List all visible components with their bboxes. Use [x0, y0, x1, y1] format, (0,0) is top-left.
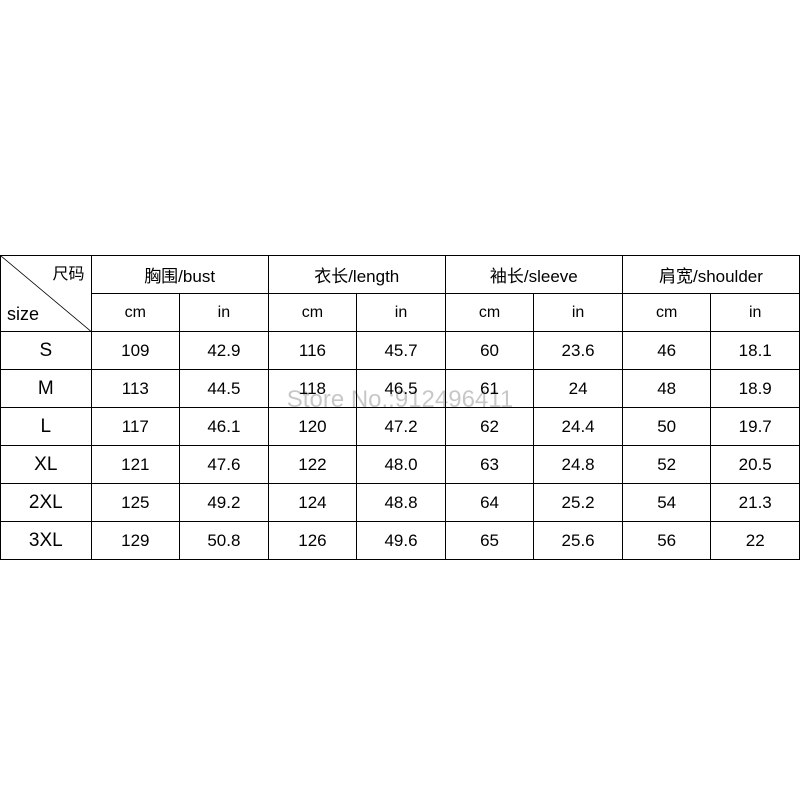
- cell-shoulder_in: 19.7: [711, 408, 800, 446]
- corner-bottom-label: size: [7, 304, 39, 325]
- cell-sleeve_in: 25.6: [534, 522, 623, 560]
- cell-shoulder_in: 21.3: [711, 484, 800, 522]
- corner-top-label: 尺码: [53, 260, 85, 284]
- cell-bust_in: 50.8: [180, 522, 269, 560]
- cell-bust_in: 42.9: [180, 332, 269, 370]
- cell-sleeve_in: 24.8: [534, 446, 623, 484]
- table-row: 2XL12549.212448.86425.25421.3: [1, 484, 800, 522]
- unit-length-cm: cm: [268, 294, 357, 332]
- corner-cell: 尺码 size: [1, 256, 92, 332]
- unit-bust-in: in: [180, 294, 269, 332]
- cell-shoulder_cm: 46: [622, 332, 711, 370]
- unit-length-in: in: [357, 294, 446, 332]
- size-label: L: [1, 408, 92, 446]
- table-row: 3XL12950.812649.66525.65622: [1, 522, 800, 560]
- header-sleeve: 袖长/sleeve: [445, 256, 622, 294]
- cell-length_cm: 126: [268, 522, 357, 560]
- table-row: S10942.911645.76023.64618.1: [1, 332, 800, 370]
- size-label: 2XL: [1, 484, 92, 522]
- cell-bust_cm: 117: [91, 408, 180, 446]
- cell-bust_cm: 113: [91, 370, 180, 408]
- cell-bust_cm: 129: [91, 522, 180, 560]
- size-label: 3XL: [1, 522, 92, 560]
- header-shoulder: 肩宽/shoulder: [622, 256, 799, 294]
- cell-bust_cm: 121: [91, 446, 180, 484]
- cell-sleeve_cm: 65: [445, 522, 534, 560]
- cell-sleeve_in: 25.2: [534, 484, 623, 522]
- table-body: S10942.911645.76023.64618.1M11344.511846…: [1, 332, 800, 560]
- cell-length_in: 49.6: [357, 522, 446, 560]
- cell-sleeve_cm: 61: [445, 370, 534, 408]
- table-header: 尺码 size 胸围/bust 衣长/length 袖长/sleeve 肩宽/s…: [1, 256, 800, 332]
- cell-shoulder_in: 18.1: [711, 332, 800, 370]
- cell-length_cm: 122: [268, 446, 357, 484]
- unit-shoulder-in: in: [711, 294, 800, 332]
- cell-length_in: 45.7: [357, 332, 446, 370]
- cell-length_in: 48.0: [357, 446, 446, 484]
- header-length: 衣长/length: [268, 256, 445, 294]
- cell-shoulder_in: 18.9: [711, 370, 800, 408]
- cell-length_cm: 120: [268, 408, 357, 446]
- size-chart-table: 尺码 size 胸围/bust 衣长/length 袖长/sleeve 肩宽/s…: [0, 255, 800, 560]
- header-bust: 胸围/bust: [91, 256, 268, 294]
- cell-shoulder_in: 20.5: [711, 446, 800, 484]
- cell-length_in: 47.2: [357, 408, 446, 446]
- size-label: XL: [1, 446, 92, 484]
- cell-length_cm: 116: [268, 332, 357, 370]
- cell-bust_cm: 109: [91, 332, 180, 370]
- cell-length_in: 46.5: [357, 370, 446, 408]
- cell-sleeve_cm: 60: [445, 332, 534, 370]
- cell-bust_cm: 125: [91, 484, 180, 522]
- cell-sleeve_cm: 62: [445, 408, 534, 446]
- cell-shoulder_cm: 50: [622, 408, 711, 446]
- cell-shoulder_in: 22: [711, 522, 800, 560]
- unit-sleeve-cm: cm: [445, 294, 534, 332]
- cell-sleeve_cm: 64: [445, 484, 534, 522]
- cell-sleeve_in: 23.6: [534, 332, 623, 370]
- cell-shoulder_cm: 52: [622, 446, 711, 484]
- cell-shoulder_cm: 54: [622, 484, 711, 522]
- cell-length_cm: 118: [268, 370, 357, 408]
- cell-bust_in: 49.2: [180, 484, 269, 522]
- table-row: M11344.511846.561244818.9: [1, 370, 800, 408]
- cell-bust_in: 46.1: [180, 408, 269, 446]
- cell-length_in: 48.8: [357, 484, 446, 522]
- unit-bust-cm: cm: [91, 294, 180, 332]
- cell-sleeve_in: 24: [534, 370, 623, 408]
- table-row: L11746.112047.26224.45019.7: [1, 408, 800, 446]
- cell-bust_in: 44.5: [180, 370, 269, 408]
- unit-sleeve-in: in: [534, 294, 623, 332]
- cell-bust_in: 47.6: [180, 446, 269, 484]
- size-label: S: [1, 332, 92, 370]
- cell-shoulder_cm: 48: [622, 370, 711, 408]
- unit-shoulder-cm: cm: [622, 294, 711, 332]
- cell-sleeve_cm: 63: [445, 446, 534, 484]
- size-label: M: [1, 370, 92, 408]
- cell-length_cm: 124: [268, 484, 357, 522]
- table-row: XL12147.612248.06324.85220.5: [1, 446, 800, 484]
- cell-shoulder_cm: 56: [622, 522, 711, 560]
- cell-sleeve_in: 24.4: [534, 408, 623, 446]
